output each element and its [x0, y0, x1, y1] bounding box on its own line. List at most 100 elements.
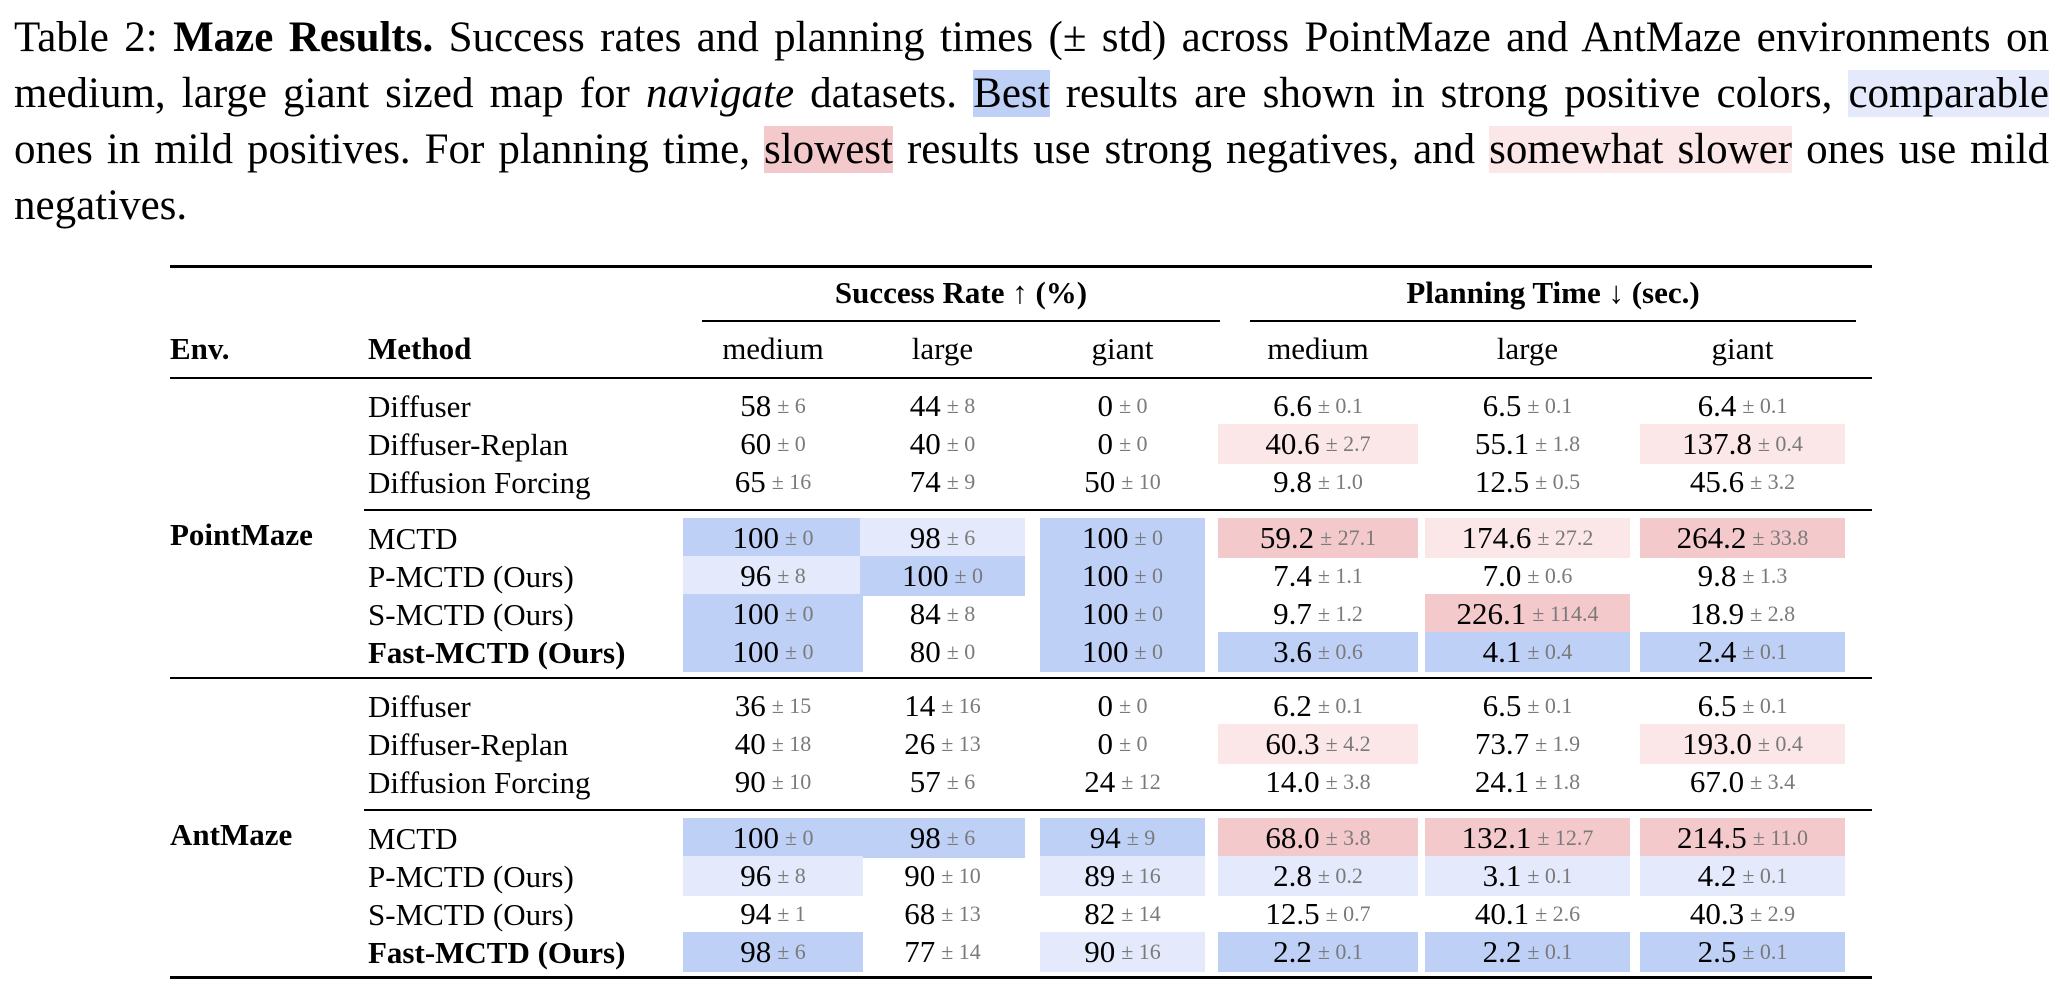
std-value: ± 1.0	[1318, 469, 1363, 495]
std-number: 0	[964, 639, 976, 664]
method-cell: Fast-MCTD (Ours)	[368, 635, 626, 670]
std-number: 0.1	[1544, 863, 1573, 888]
std-number: 27.1	[1337, 525, 1377, 550]
value-cell: 84 ± 8	[860, 594, 1025, 634]
value-cell: 36 ± 15	[683, 686, 863, 726]
std-value: ± 2.7	[1326, 431, 1371, 457]
plus-minus-sign: ±	[1750, 901, 1768, 926]
method-cell: Diffuser	[368, 389, 471, 424]
plus-minus-sign: ±	[1742, 863, 1760, 888]
std-value: ± 0	[785, 639, 814, 665]
std-number: 0.1	[1335, 939, 1363, 964]
method-cell: Diffuser	[368, 689, 471, 724]
std-value: ± 2.9	[1750, 901, 1795, 927]
caption-italic: navigate	[645, 70, 795, 117]
std-number: 15	[789, 693, 812, 718]
std-number: 0.1	[1544, 693, 1573, 718]
value-cell: 6.5 ± 0.1	[1640, 686, 1845, 726]
mean-value: 40	[734, 726, 766, 761]
std-value: ± 0.1	[1527, 693, 1572, 719]
std-number: 2.9	[1767, 901, 1796, 926]
std-value: ± 0	[777, 431, 806, 457]
mean-value: 2.4	[1697, 634, 1737, 669]
value-cell: 68.0 ± 3.8	[1218, 818, 1418, 858]
value-cell: 77 ± 14	[860, 932, 1025, 972]
std-value: ± 0	[1134, 563, 1163, 589]
method-cell: Diffuser-Replan	[368, 727, 569, 762]
mean-value: 14.0	[1265, 764, 1320, 799]
mean-value: 264.2	[1676, 520, 1747, 555]
value-cell: 6.5 ± 0.1	[1425, 686, 1630, 726]
std-number: 0	[972, 563, 984, 588]
std-value: ± 3.8	[1326, 825, 1371, 851]
std-number: 14	[1138, 901, 1161, 926]
std-value: ± 9	[1127, 825, 1156, 851]
value-cell: 12.5 ± 0.7	[1218, 894, 1418, 934]
plus-minus-sign: ±	[1325, 825, 1344, 850]
plus-minus-sign: ±	[954, 563, 973, 588]
value-cell: 40 ± 0	[860, 424, 1025, 464]
std-number: 0	[802, 639, 814, 664]
value-cell: 2.8 ± 0.2	[1218, 856, 1418, 896]
mean-value: 0	[1097, 688, 1113, 723]
mean-value: 40.3	[1689, 896, 1745, 931]
std-number: 1.1	[1335, 563, 1363, 588]
std-number: 0	[1152, 639, 1164, 664]
top-rule	[170, 265, 1872, 268]
mean-value: 9.8	[1697, 558, 1737, 593]
value-cell: 7.4 ± 1.1	[1218, 556, 1418, 596]
mean-value: 100	[732, 520, 779, 555]
std-value: ± 0.1	[1318, 939, 1363, 965]
std-value: ± 2.6	[1535, 901, 1580, 927]
value-cell: 24 ± 12	[1040, 762, 1205, 802]
value-cell: 90 ± 10	[683, 762, 863, 802]
std-number: 0.1	[1759, 393, 1788, 418]
mean-value: 98	[909, 820, 941, 855]
mean-value: 100	[1081, 596, 1129, 631]
std-number: 16	[1138, 939, 1161, 964]
value-cell: 96 ± 8	[683, 856, 863, 896]
std-value: ± 33.8	[1752, 525, 1808, 551]
std-value: ± 13	[941, 731, 981, 757]
caption-text-1: Success rates and planning times (± std)…	[14, 14, 2050, 117]
plus-minus-sign: ±	[1742, 563, 1760, 588]
std-number: 1.0	[1335, 469, 1363, 494]
plus-minus-sign: ±	[946, 469, 965, 494]
mean-value: 68.0	[1265, 820, 1320, 855]
value-cell: 2.2 ± 0.1	[1425, 932, 1630, 972]
plus-minus-sign: ±	[941, 863, 959, 888]
caption-comparable-highlight: comparable	[1848, 70, 2050, 117]
plus-minus-sign: ±	[941, 731, 959, 756]
mean-value: 2.2	[1482, 934, 1522, 969]
value-cell: 98 ± 6	[860, 518, 1025, 558]
value-cell: 14.0 ± 3.8	[1218, 762, 1418, 802]
subcol-time-giant: giant	[1711, 331, 1774, 366]
antmaze-mid-rule	[364, 809, 1872, 811]
plus-minus-sign: ±	[1532, 601, 1550, 626]
std-number: 12	[1138, 769, 1161, 794]
plus-minus-sign: ±	[1118, 393, 1137, 418]
mean-value: 100	[1081, 558, 1129, 593]
mean-value: 4.1	[1482, 634, 1522, 669]
plus-minus-sign: ±	[771, 693, 790, 718]
std-value: ± 0.5	[1535, 469, 1580, 495]
subcol-time-large: large	[1496, 331, 1559, 366]
std-value: ± 114.4	[1532, 601, 1598, 627]
mean-value: 2.5	[1697, 934, 1737, 969]
plus-minus-sign: ±	[946, 525, 965, 550]
mean-value: 90	[734, 764, 766, 799]
mean-value: 50	[1084, 464, 1116, 499]
mean-value: 3.1	[1482, 858, 1522, 893]
plus-minus-sign: ±	[1527, 939, 1545, 964]
std-value: ± 0	[947, 639, 976, 665]
mean-value: 89	[1084, 858, 1116, 893]
value-cell: 226.1 ± 114.4	[1425, 594, 1630, 634]
mean-value: 65	[734, 464, 766, 499]
plus-minus-sign: ±	[1121, 769, 1139, 794]
std-value: ± 0.1	[1527, 863, 1572, 889]
std-value: ± 1.8	[1535, 431, 1580, 457]
std-number: 1	[794, 901, 806, 926]
plus-minus-sign: ±	[941, 901, 959, 926]
std-number: 0	[802, 825, 814, 850]
mean-value: 0	[1097, 388, 1113, 423]
